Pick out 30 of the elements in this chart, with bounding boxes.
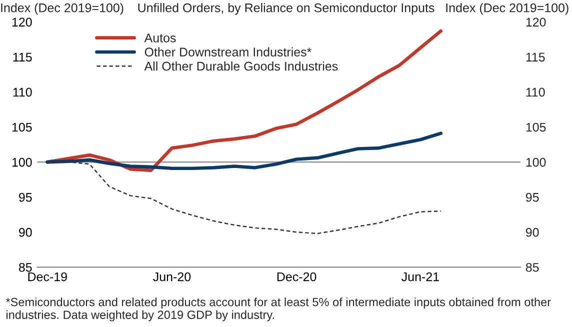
y-tick-label: 85: [18, 262, 32, 272]
legend-label: Autos: [144, 34, 176, 42]
y2-tick-label: 85: [526, 262, 539, 272]
y-tick-label: 90: [19, 228, 32, 237]
y-tick-label: 120: [12, 18, 32, 27]
line-series: [46, 161, 442, 234]
y-tick-label: 95: [19, 192, 32, 202]
chart-title: Unfilled Orders, by Reliance on Semiconductor Inputs: [138, 3, 434, 15]
text: *Semiconductors and related products account for at least 5% of intermediate inputs obtained from other industries. Data weighted by 2019 GDP by industry.: [6, 298, 551, 322]
y2-tick-label: 95: [526, 192, 539, 202]
y2-tick-label: 115: [526, 52, 545, 62]
y2-tick-label: 110: [526, 88, 545, 97]
y2-tick-label: 120: [526, 18, 546, 27]
x-tick-label: Dec-19: [28, 272, 67, 282]
x-tick-label: Jun-20: [153, 272, 191, 282]
y2-tick-label: 100: [526, 158, 546, 167]
y-tick-label: 105: [12, 122, 32, 132]
y2-tick-label: 105: [526, 122, 546, 132]
x-tick-label: Jun-21: [402, 272, 439, 282]
y2-tick-label: 90: [526, 228, 539, 237]
line-series: [46, 29, 443, 172]
y-tick-label: 115: [13, 52, 32, 62]
x-tick-label: Dec-20: [277, 272, 316, 282]
y2-axis-title: Index (Dec 2019=100): [446, 3, 568, 15]
y-tick-label: 110: [13, 88, 32, 97]
legend-label: Other Downstream Industries*: [144, 47, 312, 56]
legend-label: All Other Durable Goods Industries: [144, 61, 338, 71]
y-tick-label: 100: [12, 158, 32, 167]
y-axis-title: Index (Dec 2019=100): [1, 3, 124, 15]
line-series: [46, 132, 443, 170]
